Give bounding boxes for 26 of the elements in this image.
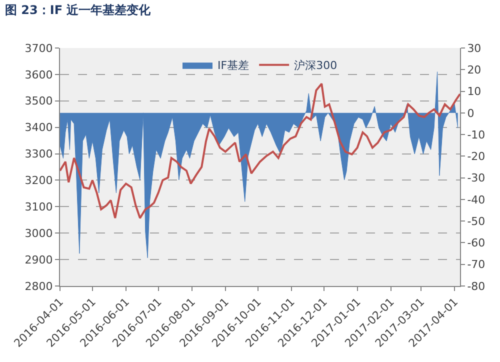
y-tick-label: 3000	[24, 226, 53, 240]
y-tick-label: 3700	[24, 42, 53, 55]
y2-tick-label: 20	[467, 63, 482, 76]
y2-tick-label: -10	[467, 128, 486, 142]
line-series	[60, 82, 460, 220]
y2-tick-label: -50	[467, 214, 486, 228]
y-tick-label: 2900	[24, 253, 53, 266]
y2-tick-label: -20	[467, 150, 486, 164]
y-tick-label: 3200	[24, 174, 53, 188]
y2-tick-label: -80	[467, 280, 486, 293]
legend-label: IF基差	[218, 59, 250, 72]
y-tick-label: 3500	[24, 94, 53, 108]
y2-tick-label: -70	[467, 258, 486, 272]
chart-title: 图 23：IF 近一年基差变化	[5, 2, 152, 17]
y2-tick-label: -60	[467, 236, 486, 250]
legend-label: 沪深300	[294, 59, 338, 72]
y2-tick-label: -40	[467, 193, 486, 206]
y-tick-label: 3300	[24, 148, 53, 161]
y-tick-label: 3100	[24, 200, 53, 214]
y-tick-label: 3400	[24, 121, 53, 134]
y-tick-label: 3600	[24, 68, 53, 82]
y-tick-label: 2800	[24, 280, 53, 293]
y2-tick-label: 0	[467, 106, 474, 120]
y2-tick-label: -30	[467, 172, 486, 185]
y2-tick-label: 10	[467, 85, 482, 98]
y2-tick-label: 30	[467, 42, 482, 55]
